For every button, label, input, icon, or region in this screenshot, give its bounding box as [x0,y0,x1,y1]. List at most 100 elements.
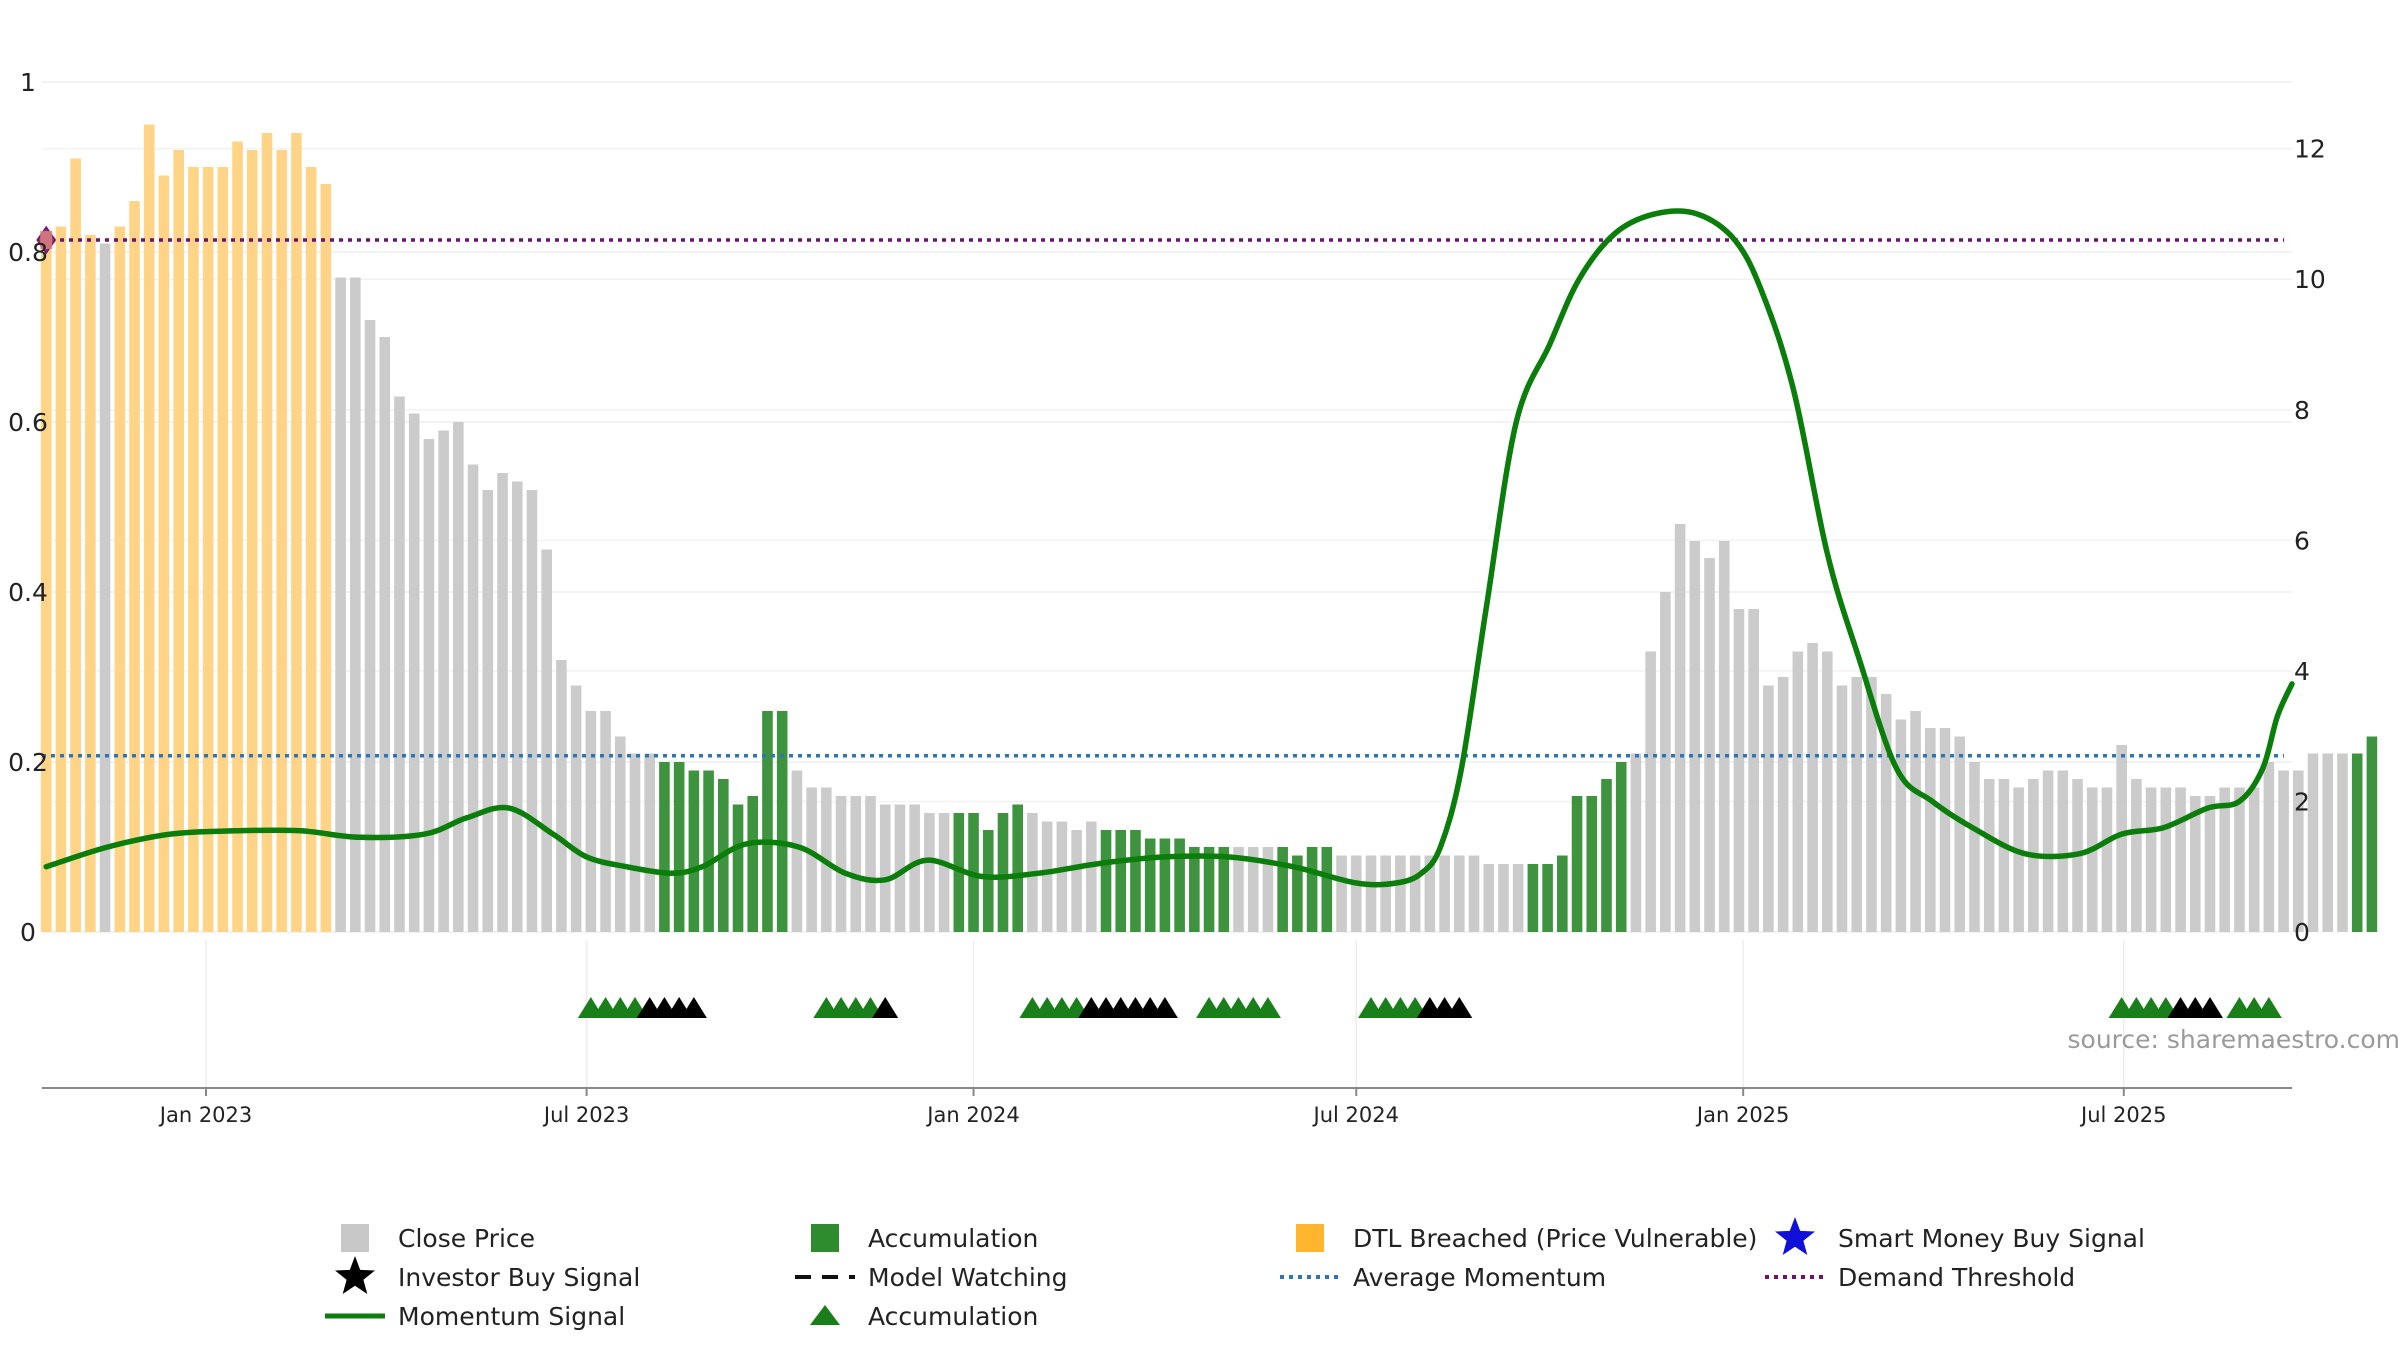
price-bar [1395,856,1406,933]
price-bar [571,686,582,933]
legend-label: Demand Threshold [1838,1263,2075,1292]
price-bar [1042,822,1053,933]
price-bar [1601,779,1612,932]
legend-label: Accumulation [868,1224,1038,1253]
price-bar [1189,847,1200,932]
price-bar [556,660,567,932]
legend-item: Accumulation [811,1224,1038,1253]
price-bar [806,788,817,933]
price-bar [2337,754,2348,933]
price-bar [2308,754,2319,933]
price-bar [1469,856,1480,933]
price-bar [2352,754,2363,933]
price-bar [1660,592,1671,932]
price-bar [1380,856,1391,933]
legend-label: Accumulation [868,1302,1038,1331]
markers-layer [578,997,2282,1018]
price-bar [1115,830,1126,932]
price-bar [1704,558,1715,932]
legend-label: Model Watching [868,1263,1068,1292]
price-bar [203,167,214,932]
price-bar [1586,796,1597,932]
price-bar [865,796,876,932]
price-bar [1218,847,1229,932]
price-bar [1984,779,1995,932]
right-tick-label: 12 [2294,135,2326,164]
price-bar [2013,788,2024,933]
price-bar [1057,822,1068,933]
legend-item: Model Watching [795,1263,1068,1292]
price-bar [1763,686,1774,933]
price-bar [1925,728,1936,932]
price-bar [1748,609,1759,932]
price-bar [188,167,199,932]
price-bar [2234,788,2245,933]
price-bar [1366,856,1377,933]
price-bar [497,473,508,932]
price-bar [703,771,714,933]
price-bar [777,711,788,932]
green-square-icon [811,1224,839,1252]
price-bar [1101,830,1112,932]
legend-label: Average Momentum [1353,1263,1606,1292]
price-bar [115,227,126,933]
price-bar [2264,762,2275,932]
price-bar [262,133,273,932]
left-tick-label: 0.8 [8,238,48,267]
price-bar [630,754,641,933]
legend-item: Average Momentum [1280,1263,1606,1292]
price-bar [2087,788,2098,933]
price-bar [1896,720,1907,933]
price-bar [880,805,891,933]
right-tick-label: 8 [2294,396,2310,425]
price-bar [600,711,611,932]
right-tick-label: 2 [2294,787,2310,816]
price-bar [983,830,994,932]
x-tick-label: Jul 2024 [1312,1103,1399,1127]
price-bar [747,796,758,932]
price-bar [1719,541,1730,932]
orange-square-icon [1296,1224,1324,1252]
legend-item: Accumulation [810,1302,1038,1331]
price-bar [350,278,361,933]
price-bar [2116,745,2127,932]
price-bar [733,805,744,933]
legend-item: Smart Money Buy Signal [1775,1217,2145,1255]
price-bar [409,414,420,933]
price-bar [1483,864,1494,932]
price-bar [792,771,803,933]
legend-label: Close Price [398,1224,535,1253]
price-bar [1734,609,1745,932]
price-bar [1174,839,1185,933]
price-bar [1204,847,1215,932]
left-tick-label: 0.6 [8,408,48,437]
price-bar [512,482,523,933]
price-bar [2146,788,2157,933]
x-tick-label: Jul 2025 [2079,1103,2166,1127]
price-bar [836,796,847,932]
left-tick-label: 1 [20,68,36,97]
legend-label: DTL Breached (Price Vulnerable) [1353,1224,1757,1253]
price-bar [218,167,229,932]
price-bar [379,337,390,932]
legend-label: Momentum Signal [398,1302,625,1331]
price-bar [2249,788,2260,933]
price-bar [1572,796,1583,932]
price-bar [1616,762,1627,932]
price-bar [1940,728,1951,932]
price-bar [1130,830,1141,932]
price-bar [615,737,626,933]
right-tick-label: 6 [2294,526,2310,555]
price-bar [1778,677,1789,932]
price-bar [468,465,479,933]
price-bar [762,711,773,932]
price-bar [1822,652,1833,933]
price-bar [644,754,655,933]
green-triangle-icon [810,1305,840,1325]
price-bar [276,150,287,932]
price-bar [2322,754,2333,933]
legend: Close Price Accumulation DTL Breached (Pri… [325,1217,2145,1331]
price-bar [129,201,140,932]
price-bar [144,125,155,933]
